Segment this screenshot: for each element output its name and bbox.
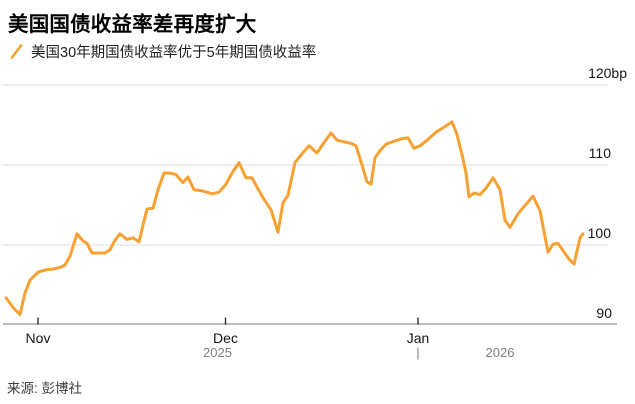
x-axis-label: Dec [213,330,238,346]
x-axis-label: Nov [25,330,51,346]
series-line [4,120,585,317]
year-label: 2025 [203,345,232,360]
year-label: 2026 [485,345,515,360]
chart-title: 美国国债收益率差再度扩大 [8,13,257,36]
y-axis-label: 120bp [588,65,627,81]
y-axis-label: 110 [588,145,611,161]
x-axis-label: Jan [406,330,430,346]
y-axis-label: 90 [596,305,612,321]
legend: 美国30年期国债收益率优于5年期国债收益率 [10,41,316,62]
legend-label: 美国30年期国债收益率优于5年期国债收益率 [31,45,317,61]
source-label: 来源: 彭博社 [7,381,83,396]
line-series-swatch-icon [10,44,23,59]
y-axis-label: 100 [587,225,611,241]
year-divider: | [416,345,420,360]
